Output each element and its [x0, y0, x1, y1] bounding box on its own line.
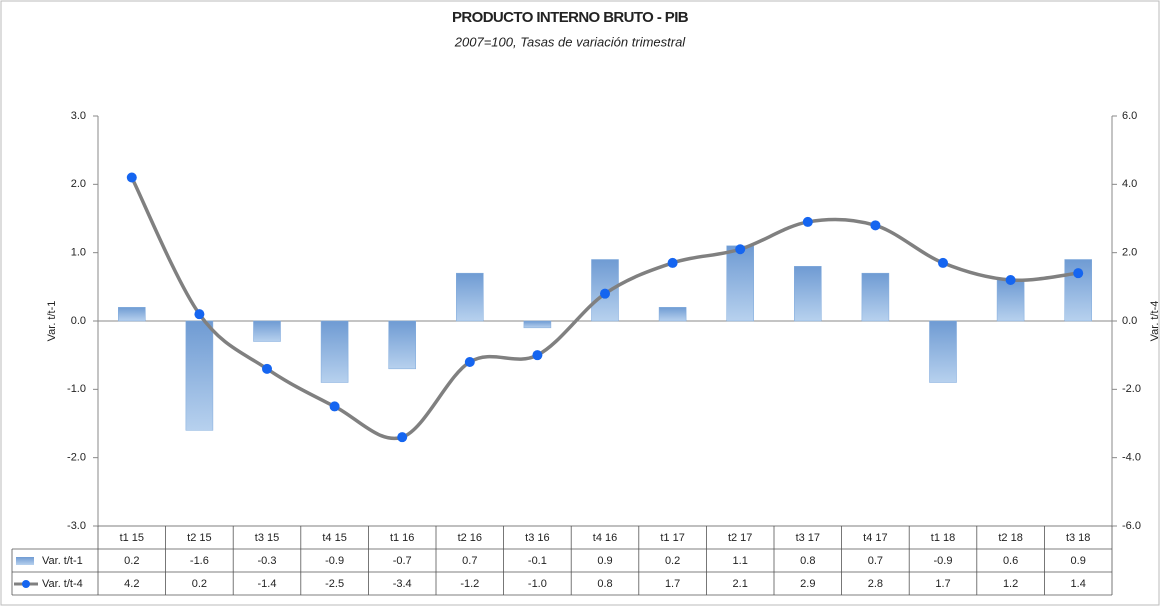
x-tick-label: t3 18 — [1066, 532, 1090, 544]
y2-tick-label: 2.0 — [1122, 247, 1137, 259]
x-tick-label: t2 16 — [458, 532, 482, 544]
table-value: 4.2 — [124, 578, 139, 590]
table-value: 0.6 — [1003, 555, 1018, 567]
y2-tick-label: -4.0 — [1122, 452, 1141, 464]
table-value: 0.9 — [597, 555, 612, 567]
table-value: 0.8 — [597, 578, 612, 590]
x-tick-label: t3 15 — [255, 532, 279, 544]
x-tick-label: t3 17 — [796, 532, 820, 544]
y-tick-label: -2.0 — [67, 452, 86, 464]
table-value: -1.6 — [190, 555, 209, 567]
bar — [726, 245, 754, 322]
table-value: 1.2 — [1003, 578, 1018, 590]
x-tick-label: t4 17 — [863, 532, 887, 544]
y-tick-label: 2.0 — [71, 178, 86, 190]
y-tick-label: 3.0 — [71, 110, 86, 122]
bar — [456, 272, 484, 322]
legend-label: Var. t/t-1 — [42, 555, 83, 567]
table-value: -0.1 — [528, 555, 547, 567]
table-value: -1.0 — [528, 578, 547, 590]
table-value: 1.7 — [665, 578, 680, 590]
table-value: 2.8 — [868, 578, 883, 590]
marker — [1005, 275, 1016, 285]
marker — [262, 363, 272, 374]
marker — [870, 220, 881, 231]
x-tick-label: t1 17 — [660, 532, 684, 544]
chart-title: PRODUCTO INTERNO BRUTO - PIB — [452, 9, 689, 26]
table-value: 0.7 — [868, 555, 883, 567]
legend-swatch — [16, 557, 34, 565]
x-tick-label: t1 15 — [120, 532, 144, 544]
table-value: 0.9 — [1071, 555, 1086, 567]
table-value: 1.4 — [1071, 578, 1086, 590]
table-value: 0.8 — [800, 555, 815, 567]
bar — [861, 272, 890, 322]
table-value: -0.9 — [934, 555, 953, 567]
y2-tick-label: -2.0 — [1122, 383, 1141, 395]
y-tick-label: 0.0 — [71, 315, 86, 327]
table-value: 0.2 — [192, 578, 207, 590]
y2-tick-label: -6.0 — [1122, 520, 1141, 532]
table-value: 1.1 — [733, 555, 748, 567]
marker — [397, 432, 408, 443]
marker — [1073, 268, 1084, 279]
bar — [253, 320, 281, 342]
y2-tick-label: 6.0 — [1122, 110, 1137, 122]
x-tick-label: t4 16 — [593, 532, 617, 544]
table-value: 0.2 — [665, 555, 680, 567]
marker — [600, 288, 610, 299]
y2-tick-label: 4.0 — [1122, 178, 1137, 190]
table-value: 2.9 — [800, 578, 815, 590]
x-tick-label: t2 18 — [998, 532, 1022, 544]
marker — [464, 357, 475, 367]
table-value: -0.7 — [393, 555, 412, 567]
marker — [938, 257, 948, 268]
table-value: -1.2 — [460, 578, 479, 590]
table-value: 0.2 — [124, 555, 139, 567]
y-tick-label: 1.0 — [71, 247, 86, 259]
marker — [667, 257, 678, 268]
marker — [802, 216, 813, 227]
marker — [126, 172, 137, 183]
bar — [794, 266, 822, 322]
table-value: -0.9 — [325, 555, 344, 567]
bar — [185, 320, 214, 431]
bar — [320, 320, 349, 383]
y-tick-label: -1.0 — [67, 383, 86, 395]
marker — [532, 350, 543, 361]
y-tick-label: -3.0 — [67, 520, 86, 532]
bar — [118, 307, 146, 322]
table-value: 0.7 — [462, 555, 477, 567]
x-tick-label: t4 15 — [322, 532, 346, 544]
marker — [735, 244, 746, 255]
table-value: -2.5 — [325, 578, 344, 590]
bar — [996, 279, 1025, 322]
y2-axis-label: Var. t/t-4 — [1149, 301, 1160, 342]
x-tick-label: t1 16 — [390, 532, 414, 544]
marker — [329, 401, 340, 412]
x-tick-label: t2 15 — [187, 532, 211, 544]
legend-swatch — [22, 580, 30, 588]
table-value: -1.4 — [258, 578, 277, 590]
chart-subtitle: 2007=100, Tasas de variación trimestral — [454, 34, 687, 49]
x-tick-label: t3 16 — [525, 532, 549, 544]
y-axis-label: Var. t/t-1 — [46, 301, 58, 342]
bar — [523, 320, 552, 329]
y2-tick-label: 0.0 — [1122, 315, 1137, 327]
bar — [388, 320, 416, 370]
x-tick-label: t2 17 — [728, 532, 752, 544]
table-value: -3.4 — [393, 578, 412, 590]
table-value: 2.1 — [733, 578, 748, 590]
marker — [194, 309, 205, 320]
x-tick-label: t1 18 — [931, 532, 955, 544]
table-value: 1.7 — [935, 578, 950, 590]
bar — [929, 320, 957, 383]
bar — [658, 307, 687, 322]
legend-label: Var. t/t-4 — [42, 578, 83, 590]
table-value: -0.3 — [258, 555, 277, 567]
